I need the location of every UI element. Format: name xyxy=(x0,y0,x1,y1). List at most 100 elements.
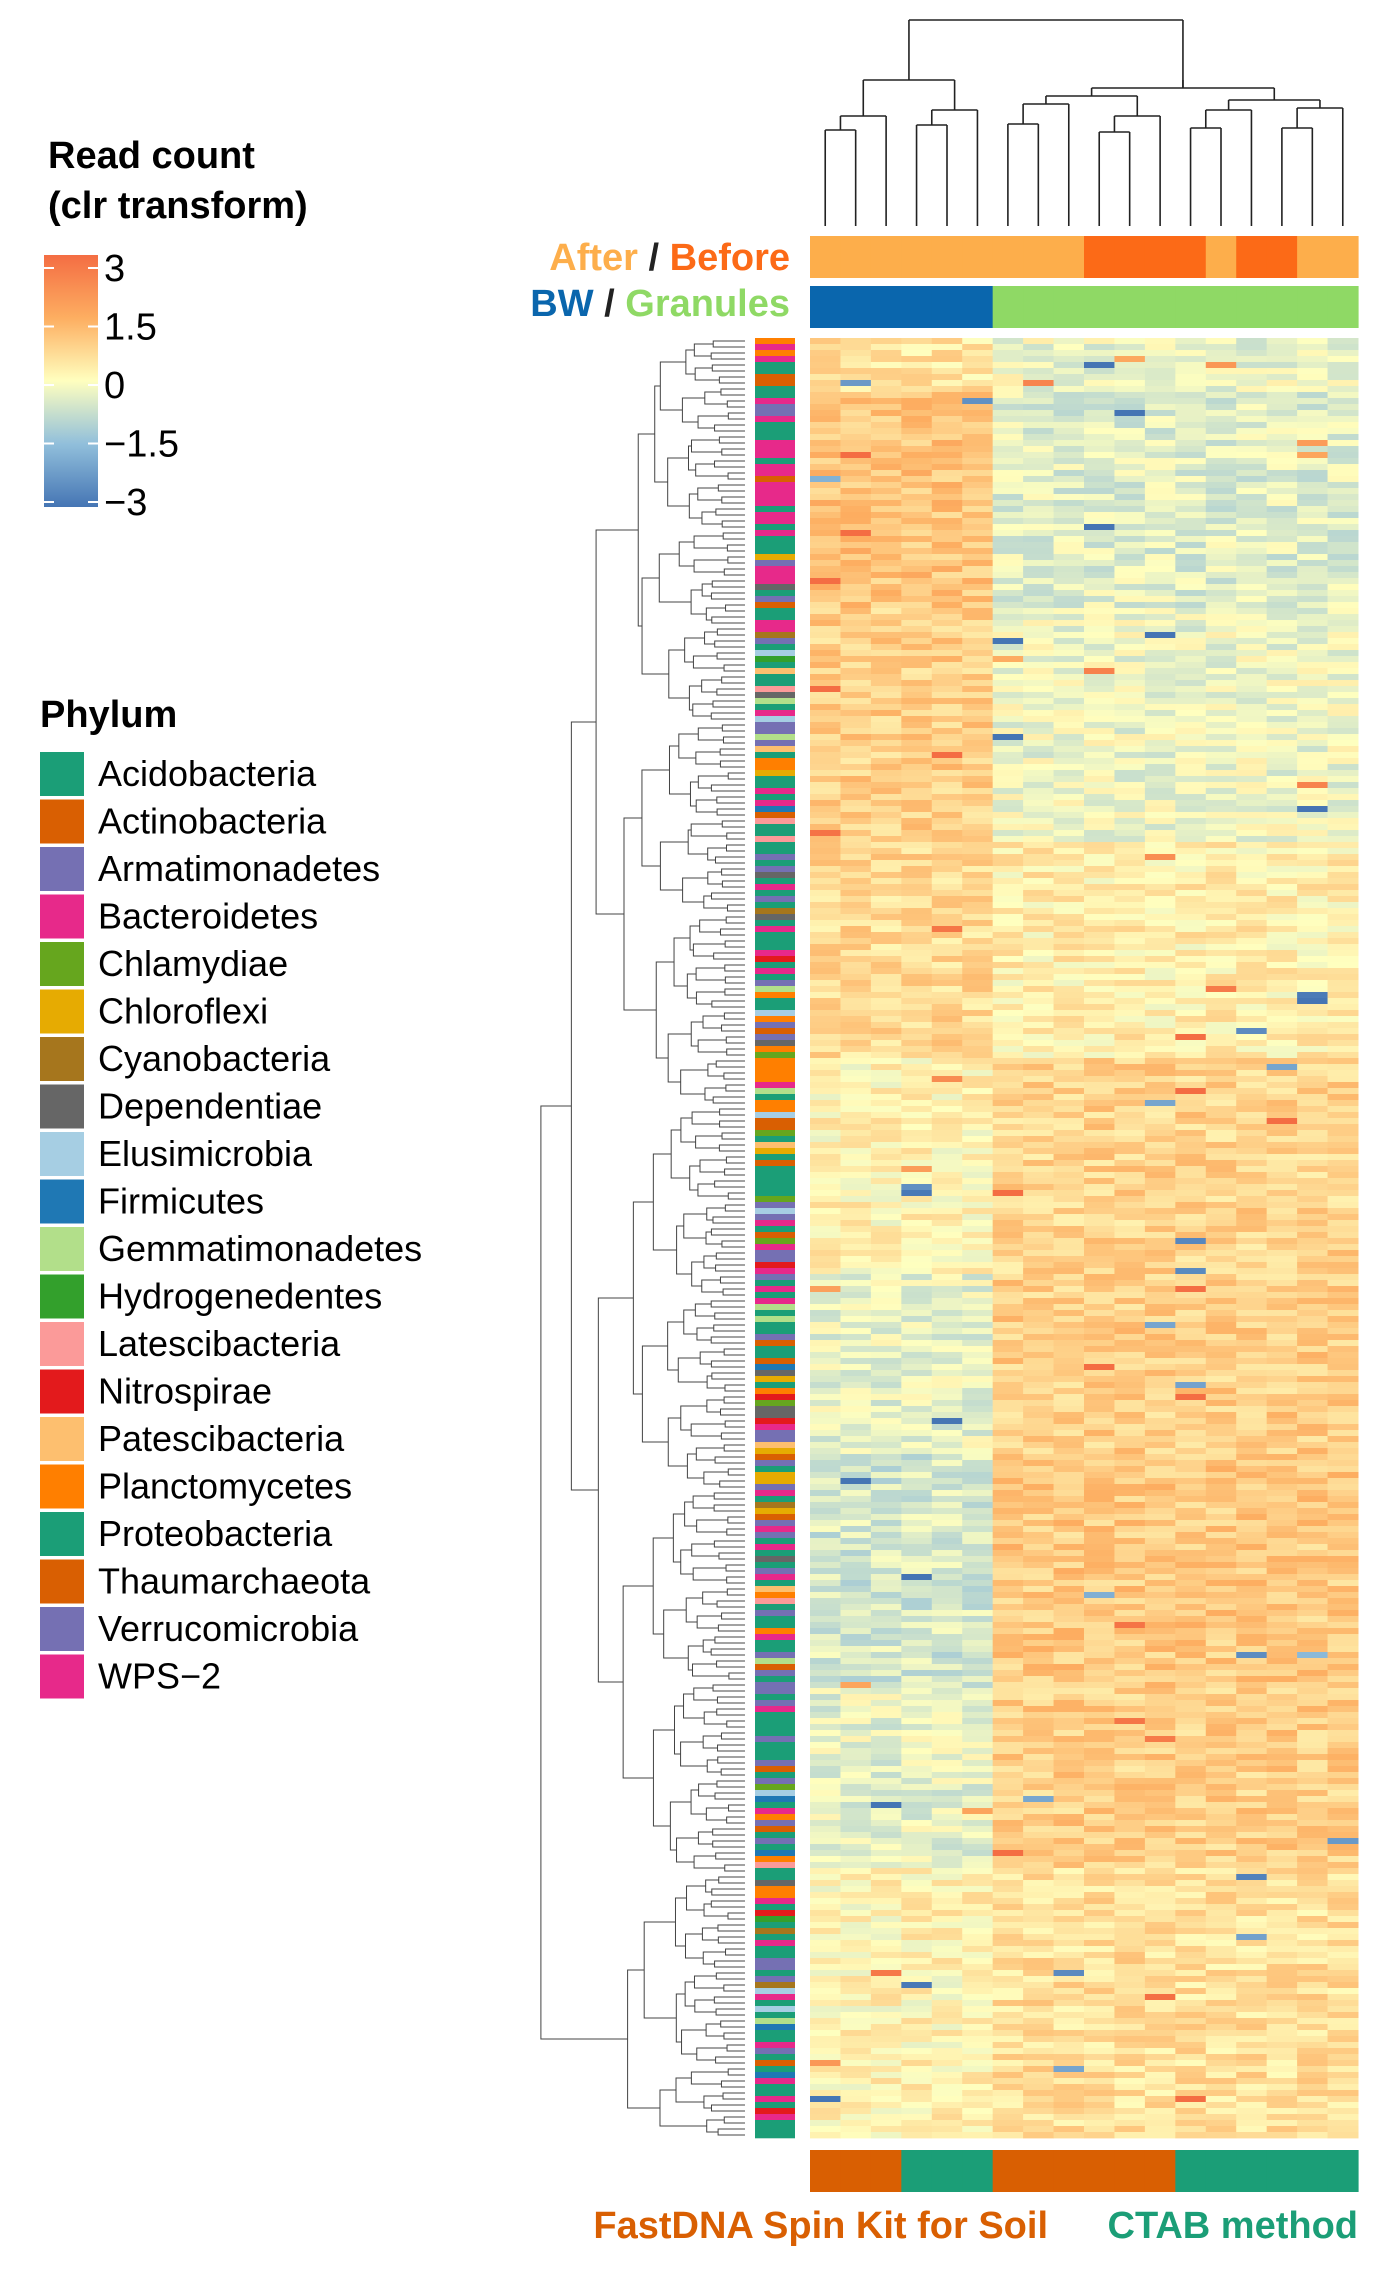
heatmap-cell xyxy=(870,1382,902,1389)
heatmap-cell xyxy=(1114,476,1146,483)
heatmap-cell xyxy=(901,896,933,903)
heatmap-cell xyxy=(1144,1646,1176,1653)
heatmap-cell xyxy=(1144,1034,1176,1041)
heatmap-cell xyxy=(992,368,1024,375)
heatmap-cell xyxy=(901,434,933,441)
heatmap-cell xyxy=(1297,1532,1329,1539)
row-phylum-cell xyxy=(755,2132,795,2139)
heatmap-cell xyxy=(840,1022,872,1029)
heatmap-cell xyxy=(1023,1118,1055,1125)
heatmap-cell xyxy=(1236,1178,1268,1185)
heatmap-cell xyxy=(870,1682,902,1689)
heatmap-cell xyxy=(1114,1118,1146,1125)
heatmap-cell xyxy=(1053,1280,1085,1287)
heatmap-cell xyxy=(1053,1304,1085,1311)
heatmap-cell xyxy=(1114,986,1146,993)
heatmap-cell xyxy=(1084,878,1115,885)
heatmap-cell xyxy=(1236,392,1268,399)
row-phylum-cell xyxy=(755,800,795,807)
heatmap-cell xyxy=(1144,1238,1176,1245)
heatmap-cell xyxy=(1175,1076,1207,1083)
heatmap-cell xyxy=(1266,338,1298,345)
heatmap-cell xyxy=(1297,776,1329,783)
heatmap-cell xyxy=(1023,1436,1055,1443)
heatmap-cell xyxy=(1266,1292,1298,1299)
heatmap-cell xyxy=(1023,1694,1055,1701)
heatmap-cell xyxy=(992,740,1024,747)
bw-granules-cell xyxy=(1236,286,1268,328)
bw-label: BW xyxy=(530,283,593,325)
heatmap-cell xyxy=(931,752,963,759)
heatmap-cell xyxy=(1084,1730,1115,1737)
heatmap-cell xyxy=(1205,1148,1237,1155)
heatmap-cell xyxy=(1114,548,1146,555)
heatmap-cell xyxy=(1144,1514,1176,1521)
heatmap-cell xyxy=(1053,512,1085,519)
heatmap-cell xyxy=(931,1160,963,1167)
heatmap-cell xyxy=(1297,1424,1329,1431)
heatmap-cell xyxy=(1297,1208,1329,1215)
heatmap-cell xyxy=(1144,1676,1176,1683)
heatmap-cell xyxy=(870,656,902,663)
heatmap-cell xyxy=(1327,422,1359,429)
heatmap-cell xyxy=(1297,890,1329,897)
heatmap-cell xyxy=(840,1556,872,1563)
heatmap-cell xyxy=(992,1574,1024,1581)
heatmap-cell xyxy=(1023,716,1055,723)
heatmap-cell xyxy=(1175,494,1207,501)
heatmap-cell xyxy=(810,1628,841,1635)
heatmap-cell xyxy=(870,518,902,525)
heatmap-cell xyxy=(1053,788,1085,795)
heatmap-cell xyxy=(1327,1586,1359,1593)
heatmap-cell xyxy=(1327,1604,1359,1611)
heatmap-cell xyxy=(1023,1454,1055,1461)
heatmap-cell xyxy=(870,1640,902,1647)
dendrogram-branch xyxy=(667,1417,688,1467)
heatmap-cell xyxy=(931,908,963,915)
heatmap-cell xyxy=(1144,1508,1176,1515)
heatmap-cell xyxy=(1144,1436,1176,1443)
phylum-legend-swatch xyxy=(40,1274,84,1319)
dendrogram-branch xyxy=(723,1396,745,1404)
heatmap-cell xyxy=(962,734,994,741)
heatmap-cell xyxy=(1205,848,1237,855)
heatmap-cell xyxy=(1114,1376,1146,1383)
heatmap-cell xyxy=(870,566,902,573)
heatmap-cell xyxy=(1236,416,1268,423)
heatmap-cell xyxy=(1114,1352,1146,1359)
row-phylum-cell xyxy=(755,1370,795,1377)
heatmap-cell xyxy=(901,1634,933,1641)
heatmap-cell xyxy=(810,410,841,417)
heatmap-cell xyxy=(1144,1088,1176,1095)
heatmap-cell xyxy=(1023,476,1055,483)
heatmap-cell xyxy=(1297,980,1329,987)
heatmap-cell xyxy=(1023,608,1055,615)
heatmap-cell xyxy=(1023,578,1055,585)
row-phylum-cell xyxy=(755,1382,795,1389)
heatmap-cell xyxy=(1114,428,1146,435)
heatmap-cell xyxy=(1266,1442,1298,1449)
after-before-cell xyxy=(1023,236,1055,278)
dendrogram-branch xyxy=(705,1231,722,1245)
heatmap-cell xyxy=(1053,1112,1085,1119)
row-phylum-cell xyxy=(755,1430,795,1437)
heatmap-cell xyxy=(1297,908,1329,915)
heatmap-cell xyxy=(931,1634,963,1641)
heatmap-cell xyxy=(1053,848,1085,855)
heatmap-cell xyxy=(1297,1172,1329,1179)
heatmap-cell xyxy=(1236,1448,1268,1455)
heatmap-cell xyxy=(1023,1142,1055,1149)
heatmap-cell xyxy=(1175,728,1207,735)
heatmap-cell xyxy=(840,1292,872,1299)
heatmap-cell xyxy=(1297,1016,1329,1023)
heatmap-cell xyxy=(1084,698,1115,705)
heatmap-cell xyxy=(840,1328,872,1335)
heatmap-cell xyxy=(931,1046,963,1053)
heatmap-cell xyxy=(1297,884,1329,891)
heatmap-cell xyxy=(810,494,841,501)
heatmap-cell xyxy=(962,656,994,663)
heatmap-cell xyxy=(1327,1700,1359,1707)
heatmap-cell xyxy=(901,1016,933,1023)
heatmap-cell xyxy=(1023,1640,1055,1647)
heatmap-cell xyxy=(962,686,994,693)
